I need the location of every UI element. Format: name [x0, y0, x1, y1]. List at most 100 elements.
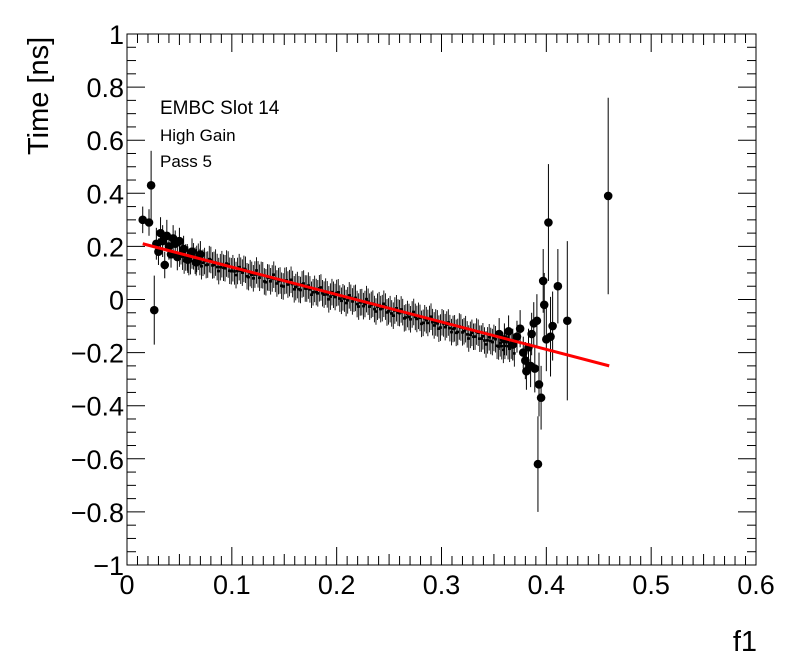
band-point — [230, 269, 233, 273]
band-point — [487, 335, 491, 339]
band-point — [245, 274, 249, 278]
band-point — [492, 336, 496, 340]
data-point — [546, 332, 555, 341]
y-tick-label: −0.8 — [71, 498, 124, 528]
band-point — [431, 320, 434, 324]
data-point — [603, 191, 613, 201]
x-tick-label: 0.5 — [632, 570, 670, 600]
band-point — [506, 344, 510, 348]
y-tick-label: 0.8 — [86, 73, 124, 103]
band-point — [209, 258, 213, 262]
band-point — [497, 345, 500, 348]
x-tick-label: 0.6 — [737, 570, 775, 600]
band-point — [486, 339, 489, 342]
band-point — [470, 331, 474, 335]
band-point — [407, 315, 411, 319]
data-point — [521, 356, 530, 365]
band-point — [327, 298, 331, 301]
band-point — [456, 330, 460, 334]
band-point — [399, 308, 403, 311]
band-point — [305, 287, 309, 290]
band-point — [347, 294, 351, 297]
band-point — [234, 273, 238, 277]
x-tick-label: 0.2 — [318, 570, 356, 600]
x-tick-labels: 0 0.1 0.2 0.3 0.4 0.5 0.6 — [119, 570, 774, 600]
band-point — [333, 295, 337, 299]
data-point — [533, 459, 543, 469]
band-point — [297, 287, 301, 291]
band-point — [379, 307, 382, 311]
band-point — [439, 326, 442, 329]
band-point — [207, 257, 211, 261]
data-point — [563, 316, 572, 326]
fit-line — [142, 242, 610, 368]
band-point — [436, 322, 439, 325]
band-point — [316, 292, 320, 295]
band-point — [228, 269, 232, 273]
x-axis-title: f1 — [733, 626, 757, 658]
band-point — [421, 321, 425, 325]
band-point — [343, 297, 346, 300]
band-point — [258, 276, 261, 280]
band-point — [402, 317, 406, 320]
data-point — [515, 324, 525, 334]
band-point — [469, 333, 472, 337]
band-point — [498, 342, 502, 345]
y-tick-label: 0.2 — [86, 232, 124, 262]
y-tick-labels: 1 0.8 0.6 0.4 0.2 0 −0.2 −0.4 −0.6 −0.8 −1 — [71, 20, 124, 581]
x-tick-label: 0 — [119, 570, 134, 600]
band-point — [322, 293, 326, 296]
band-point — [357, 305, 360, 308]
band-point — [277, 279, 280, 283]
band-point — [404, 316, 408, 319]
y-tick-label: 0.4 — [86, 179, 124, 209]
band-point — [310, 293, 313, 297]
band-point — [329, 295, 332, 298]
data-point — [536, 393, 546, 403]
band-point — [280, 284, 283, 288]
data-point — [196, 250, 205, 259]
band-point — [398, 311, 401, 315]
band-point — [450, 330, 453, 334]
band-point — [223, 266, 227, 270]
data-point — [187, 247, 197, 257]
annotation-gain: High Gain — [160, 126, 236, 145]
band-point — [508, 347, 511, 351]
data-point — [530, 364, 540, 373]
band-point — [473, 335, 477, 338]
band-point — [200, 264, 203, 268]
band-point — [412, 310, 416, 314]
band-point — [387, 310, 390, 313]
band-point — [354, 296, 357, 300]
data-point — [548, 321, 557, 331]
y-tick-label: −0.4 — [71, 392, 124, 422]
data-point — [553, 281, 563, 291]
data-point — [191, 258, 201, 267]
band-point — [373, 307, 376, 311]
band-point — [451, 327, 455, 331]
band-point — [255, 269, 258, 272]
band-point — [215, 265, 219, 269]
data-point — [512, 332, 522, 341]
band-point — [461, 331, 464, 334]
band-point — [263, 280, 266, 283]
band-point — [225, 262, 228, 265]
band-point — [478, 337, 482, 340]
band-point — [269, 279, 272, 283]
band-point — [374, 310, 378, 313]
band-point — [434, 321, 438, 324]
data-point — [144, 218, 154, 227]
data-point — [534, 380, 544, 389]
band-point — [217, 269, 221, 273]
band-point — [233, 270, 236, 273]
band-point — [395, 306, 398, 310]
data-point — [539, 300, 549, 310]
band-point — [318, 287, 321, 290]
band-point — [181, 255, 184, 258]
band-point — [502, 348, 505, 352]
band-point — [286, 283, 290, 286]
band-point — [484, 343, 488, 346]
y-tick-label: −1 — [93, 551, 124, 581]
x-tick-label: 0.3 — [423, 570, 461, 600]
band-point — [204, 263, 208, 267]
